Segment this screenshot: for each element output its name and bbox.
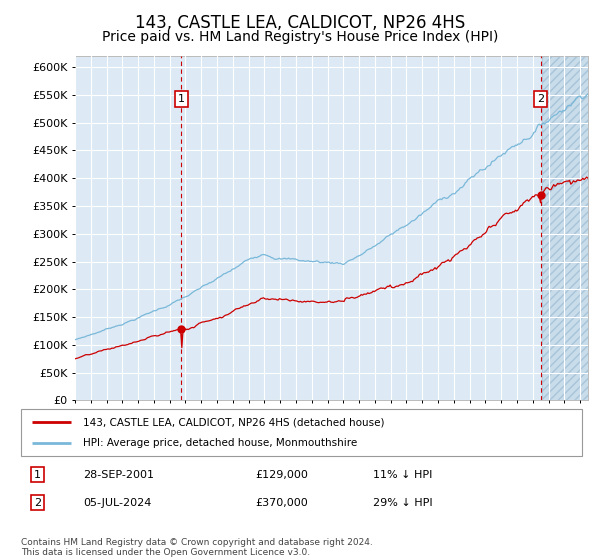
Text: 2: 2 (537, 94, 544, 104)
Text: 11% ↓ HPI: 11% ↓ HPI (373, 470, 433, 479)
Text: 143, CASTLE LEA, CALDICOT, NP26 4HS: 143, CASTLE LEA, CALDICOT, NP26 4HS (135, 14, 465, 32)
Text: Contains HM Land Registry data © Crown copyright and database right 2024.
This d: Contains HM Land Registry data © Crown c… (21, 538, 373, 557)
Text: 1: 1 (34, 470, 41, 479)
Text: 2: 2 (34, 498, 41, 507)
Text: 28-SEP-2001: 28-SEP-2001 (83, 470, 154, 479)
Text: HPI: Average price, detached house, Monmouthshire: HPI: Average price, detached house, Monm… (83, 438, 357, 448)
Text: £129,000: £129,000 (255, 470, 308, 479)
Text: 29% ↓ HPI: 29% ↓ HPI (373, 498, 433, 507)
Text: Price paid vs. HM Land Registry's House Price Index (HPI): Price paid vs. HM Land Registry's House … (102, 30, 498, 44)
Bar (542, 56, 588, 400)
FancyBboxPatch shape (21, 409, 582, 456)
Text: £370,000: £370,000 (255, 498, 308, 507)
Text: 05-JUL-2024: 05-JUL-2024 (83, 498, 151, 507)
Text: 1: 1 (178, 94, 185, 104)
Text: 143, CASTLE LEA, CALDICOT, NP26 4HS (detached house): 143, CASTLE LEA, CALDICOT, NP26 4HS (det… (83, 417, 384, 427)
Bar (542, 56, 588, 400)
